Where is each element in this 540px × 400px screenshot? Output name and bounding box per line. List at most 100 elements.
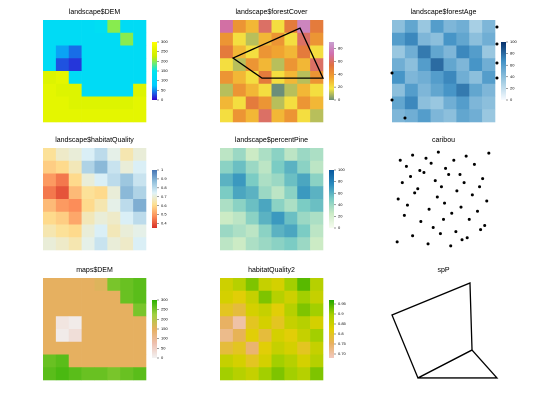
raster-cell — [94, 316, 108, 330]
raster-cell — [297, 367, 311, 381]
legend-tick-label: 0.5 — [161, 212, 167, 217]
raster-cell — [107, 148, 121, 162]
raster-cell — [81, 148, 95, 162]
raster-cell — [417, 32, 431, 46]
raster-cell — [404, 83, 419, 97]
raster-cell — [258, 341, 272, 355]
point — [450, 211, 454, 215]
raster-cell — [94, 367, 108, 381]
point — [424, 156, 428, 160]
raster-cell — [68, 341, 82, 355]
raster-cell — [297, 148, 311, 162]
point — [422, 170, 426, 174]
raster-cell — [120, 341, 134, 355]
raster-cell — [133, 341, 147, 355]
raster-cell — [258, 20, 272, 34]
raster-cell — [310, 237, 324, 251]
raster-cell — [133, 367, 147, 381]
raster-cell — [68, 20, 82, 34]
raster-cell — [392, 71, 406, 85]
raster-cell — [469, 58, 483, 72]
raster-cell — [133, 58, 147, 72]
raster-cell — [482, 109, 496, 123]
raster-cell — [245, 341, 259, 355]
raster-cell — [404, 45, 419, 59]
raster-cell — [284, 237, 298, 251]
legend-bar — [329, 300, 334, 358]
raster-cell — [120, 96, 134, 110]
raster-cell — [55, 109, 70, 123]
point — [495, 76, 499, 80]
raster-cell — [94, 160, 108, 174]
raster-cell — [133, 354, 147, 368]
point — [404, 164, 408, 168]
raster-cell — [43, 199, 57, 213]
raster-cell — [107, 199, 121, 213]
raster-cell — [94, 83, 108, 97]
raster-cell — [220, 45, 234, 59]
point — [390, 71, 394, 75]
raster-cell — [68, 58, 82, 72]
raster-cell — [94, 96, 108, 110]
raster-cell — [133, 303, 147, 317]
raster-cell — [68, 45, 82, 59]
raster-cell — [68, 186, 82, 200]
legend-tick-label: 100 — [510, 39, 517, 44]
raster-cell — [245, 290, 259, 304]
raster-cell — [43, 341, 57, 355]
point — [458, 173, 462, 177]
raster-cell — [107, 186, 121, 200]
raster-cell — [43, 186, 57, 200]
legend-tick-label: 0.9 — [161, 176, 167, 181]
raster-cell — [94, 45, 108, 59]
raster-cell — [81, 224, 95, 238]
raster-cell — [469, 45, 483, 59]
raster-cell — [284, 45, 298, 59]
raster-cell — [297, 109, 311, 123]
point — [396, 197, 400, 201]
raster-cell — [81, 58, 95, 72]
raster-cell — [245, 58, 259, 72]
raster-cell — [271, 367, 285, 381]
raster-cell — [258, 109, 272, 123]
raster-cell — [120, 278, 134, 292]
raster-cell — [245, 96, 259, 110]
polygon — [231, 27, 325, 79]
raster-cell — [55, 148, 70, 162]
raster-cell — [297, 96, 311, 110]
raster-cell — [310, 20, 324, 34]
raster-cell — [392, 83, 406, 97]
raster-cell — [310, 32, 324, 46]
raster-cell — [443, 20, 457, 34]
raster-cell — [107, 20, 121, 34]
raster-cell — [456, 71, 470, 85]
raster-cell — [81, 278, 95, 292]
raster-cell — [55, 354, 70, 368]
raster-cell — [107, 237, 121, 251]
panel-title: caribou — [432, 137, 455, 144]
raster-cell — [258, 224, 272, 238]
raster-cell — [258, 278, 272, 292]
raster-cell — [417, 20, 431, 34]
raster-cell — [297, 278, 311, 292]
raster-cell — [232, 211, 247, 225]
raster-cell — [107, 329, 121, 343]
raster-cell — [417, 71, 431, 85]
legend-bar — [501, 42, 506, 100]
raster-cell — [310, 303, 324, 317]
raster-cell — [245, 278, 259, 292]
raster-cell — [392, 32, 406, 46]
raster-cell — [81, 96, 95, 110]
point — [398, 158, 402, 162]
raster-cell — [482, 83, 496, 97]
raster-cell — [258, 83, 272, 97]
raster-cell — [133, 186, 147, 200]
raster-cell — [271, 58, 285, 72]
raster-cell — [133, 109, 147, 123]
raster-cell — [133, 211, 147, 225]
raster-cell — [310, 45, 324, 59]
raster-cell — [232, 32, 247, 46]
raster-cell — [417, 45, 431, 59]
raster-cell — [94, 354, 108, 368]
raster-cell — [443, 109, 457, 123]
